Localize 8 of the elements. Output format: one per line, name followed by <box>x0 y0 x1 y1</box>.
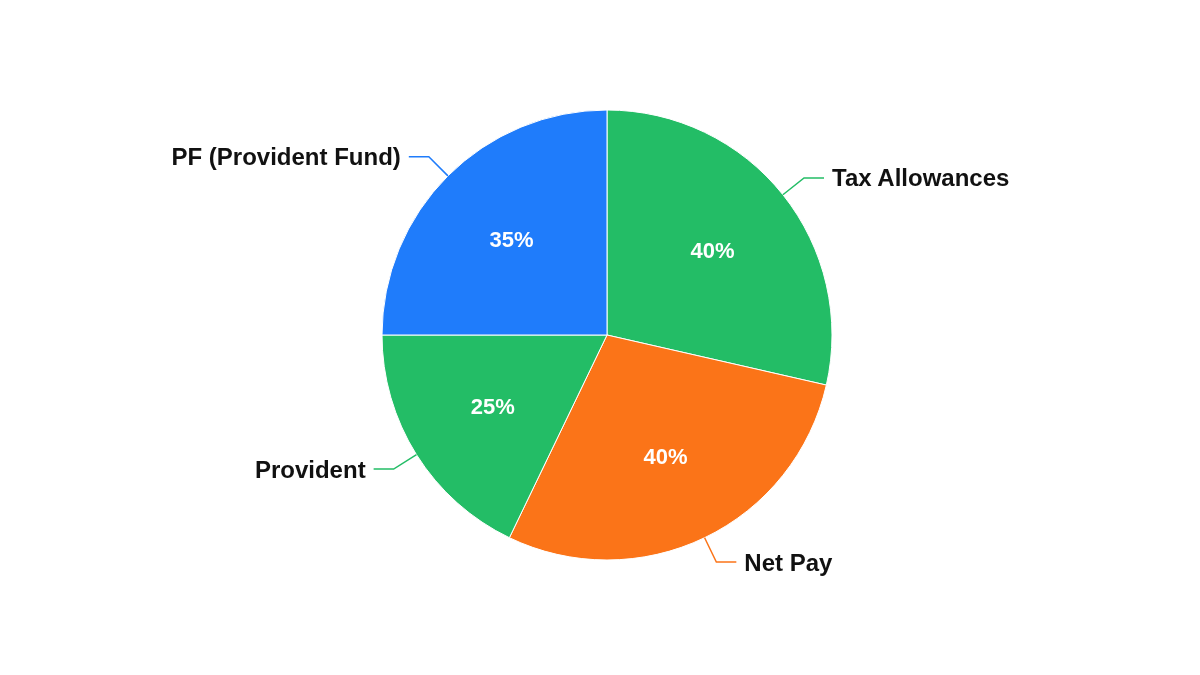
data-label: 40% <box>690 238 735 264</box>
slice-label: Provident <box>254 455 366 483</box>
data-label: 35% <box>489 227 534 253</box>
data-label: 25% <box>470 394 515 420</box>
slice-label: Net Pay <box>744 548 834 576</box>
slice-label: Tax Allowances <box>832 164 1010 192</box>
data-label: 40% <box>643 444 688 470</box>
slice-label: PF (Provident Fund) <box>171 143 401 171</box>
